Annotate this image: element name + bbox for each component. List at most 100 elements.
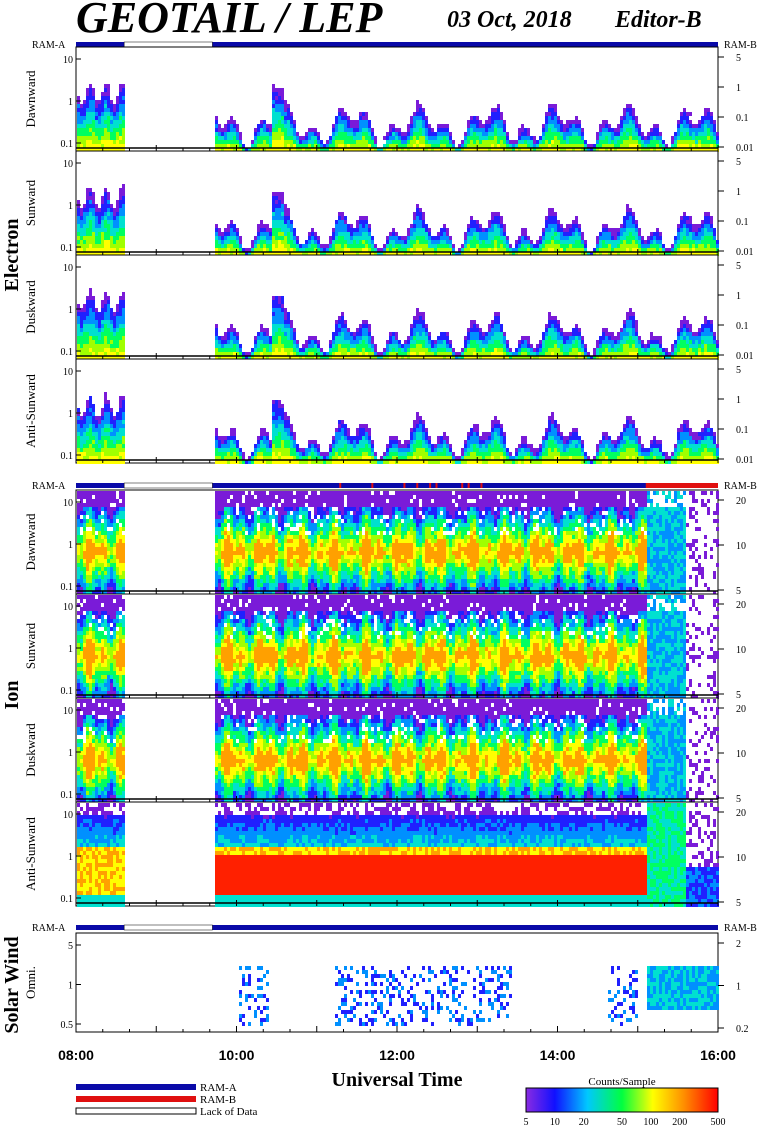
heatmap-cell [104, 404, 107, 408]
heatmap-cell [104, 312, 107, 316]
heatmap-cell [227, 136, 230, 140]
heatmap-cell [341, 320, 344, 324]
heatmap-cell [362, 344, 365, 348]
heatmap-cell [392, 336, 395, 340]
heatmap-cell [287, 112, 290, 116]
heatmap-cell [314, 344, 317, 348]
heatmap-cell [359, 232, 362, 236]
heatmap-cell [692, 140, 695, 144]
heatmap-cell [314, 440, 317, 444]
heatmap-cell [485, 124, 488, 128]
heatmap-cell [104, 296, 107, 300]
right-tick-label: 0.01 [736, 351, 754, 362]
heatmap-cell [653, 244, 656, 248]
heatmap-cell [425, 324, 428, 328]
heatmap-cell [122, 212, 125, 216]
heatmap-cell [77, 332, 80, 336]
heatmap-cell [470, 224, 473, 228]
heatmap-cell [308, 244, 311, 248]
heatmap-cell [92, 128, 95, 132]
heatmap-cell [695, 244, 698, 248]
heatmap-cell [407, 336, 410, 340]
heatmap-cell [287, 320, 290, 324]
heatmap-cell [92, 100, 95, 104]
heatmap-cell [425, 244, 428, 248]
heatmap-cell [317, 444, 320, 448]
heatmap-cell [104, 316, 107, 320]
heatmap-cell [563, 332, 566, 336]
heatmap-cell [713, 244, 716, 248]
heatmap-cell [623, 120, 626, 124]
heatmap-cell [110, 416, 113, 420]
heatmap-cell [86, 240, 89, 244]
heatmap-cell [224, 448, 227, 452]
heatmap-cell [686, 236, 689, 240]
heatmap-cell [119, 440, 122, 444]
heatmap-cell [542, 244, 545, 248]
heatmap-cell [371, 128, 374, 132]
heatmap-cell [293, 328, 296, 332]
heatmap-cell [101, 300, 104, 304]
heatmap-cell [83, 208, 86, 212]
heatmap-cell [281, 340, 284, 344]
heatmap-cell [575, 344, 578, 348]
heatmap-cell [470, 220, 473, 224]
heatmap-cell [101, 320, 104, 324]
heatmap-cell [422, 312, 425, 316]
heatmap-cell [710, 348, 713, 352]
heatmap-cell [611, 136, 614, 140]
heatmap-cell [671, 136, 674, 140]
heatmap-cell [92, 332, 95, 336]
heatmap-cell [479, 124, 482, 128]
heatmap-cell [707, 228, 710, 232]
heatmap-cell [77, 320, 80, 324]
heatmap-cell [290, 132, 293, 136]
heatmap-cell [629, 124, 632, 128]
heatmap-cell [110, 116, 113, 120]
heatmap-cell [608, 228, 611, 232]
heatmap-cell [275, 204, 278, 208]
heatmap-cell [365, 128, 368, 132]
heatmap-cell [566, 340, 569, 344]
heatmap-cell [569, 132, 572, 136]
heatmap-cell [581, 132, 584, 136]
heatmap-cell [332, 436, 335, 440]
heatmap-cell [122, 116, 125, 120]
heatmap-cell [614, 132, 617, 136]
heatmap-cell [500, 336, 503, 340]
heatmap-cell [272, 412, 275, 416]
heatmap-cell [347, 224, 350, 228]
heatmap-cell [275, 412, 278, 416]
heatmap-cell [77, 112, 80, 116]
heatmap-cell [419, 124, 422, 128]
heatmap-cell [122, 220, 125, 224]
heatmap-cell [278, 236, 281, 240]
heatmap-cell [542, 140, 545, 144]
heatmap-cell [89, 404, 92, 408]
heatmap-cell [614, 340, 617, 344]
heatmap-cell [560, 124, 563, 128]
heatmap-cell [467, 120, 470, 124]
heatmap-cell [89, 92, 92, 96]
heatmap-cell [422, 332, 425, 336]
heatmap-cell [671, 140, 674, 144]
heatmap-cell [101, 204, 104, 208]
heatmap-cell [215, 236, 218, 240]
heatmap-cell [92, 436, 95, 440]
heatmap-cell [305, 136, 308, 140]
heatmap-cell [497, 320, 500, 324]
heatmap-cell [311, 244, 314, 248]
heatmap-cell [119, 304, 122, 308]
heatmap-cell [122, 228, 125, 232]
heatmap-cell [647, 340, 650, 344]
heatmap-cell [539, 344, 542, 348]
heatmap-cell [344, 216, 347, 220]
heatmap-cell [707, 232, 710, 236]
heatmap-cell [92, 244, 95, 248]
heatmap-cell [617, 228, 620, 232]
heatmap-cell [611, 236, 614, 240]
heatmap-cell [605, 332, 608, 336]
heatmap-cell [215, 224, 218, 228]
heatmap-cell [491, 240, 494, 244]
heatmap-cell [314, 452, 317, 456]
